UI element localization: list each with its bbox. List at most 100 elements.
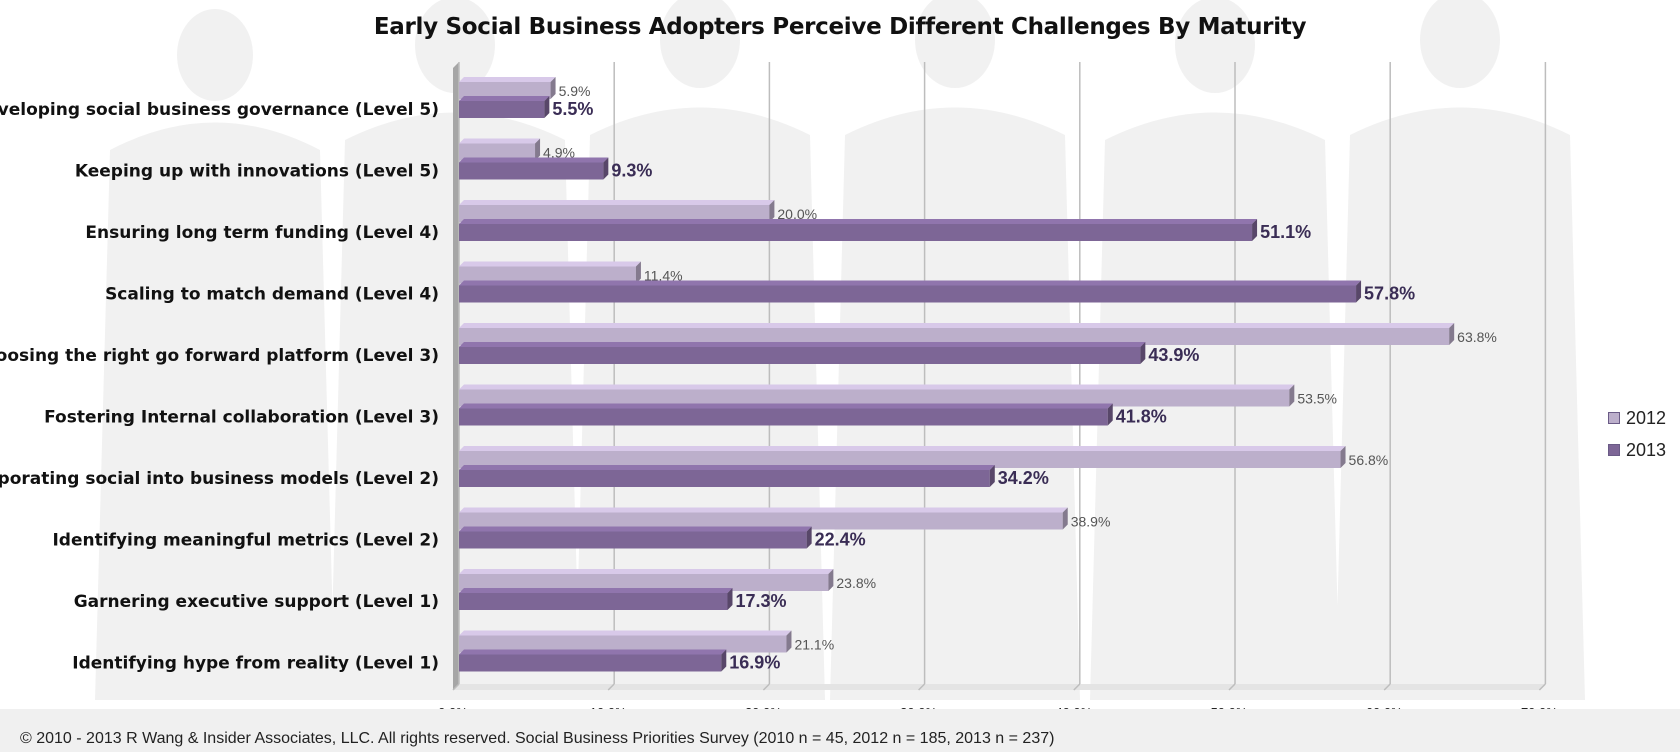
data-label-2013: 5.5% xyxy=(552,99,593,119)
bar-end-2013 xyxy=(1252,219,1258,241)
category-label: Scaling to match demand (Level 4) xyxy=(105,285,439,305)
bar-top-2012 xyxy=(459,138,541,144)
data-label-2013: 41.8% xyxy=(1116,407,1167,427)
bar-2012 xyxy=(459,143,536,161)
bar-2012 xyxy=(459,82,551,99)
bar-2013 xyxy=(459,101,545,118)
bar-top-2013 xyxy=(459,526,812,532)
bar-top-2012 xyxy=(459,507,1068,513)
bar-top-2012 xyxy=(459,77,556,82)
data-label-2013: 51.1% xyxy=(1260,222,1311,242)
bar-2013 xyxy=(459,531,807,549)
bar-end-2013 xyxy=(603,157,609,180)
category-label: Choosing the right go forward platform (… xyxy=(0,346,439,366)
bar-top-2012 xyxy=(459,323,1455,328)
bar-end-2012 xyxy=(769,200,775,222)
data-label-2012: 56.8% xyxy=(1349,452,1389,468)
bar-2013 xyxy=(459,285,1357,303)
footer-band xyxy=(0,709,1680,752)
bar-top-2012 xyxy=(459,630,792,636)
data-label-2013: 57.8% xyxy=(1364,284,1415,304)
bar-end-2012 xyxy=(1062,507,1068,530)
bar-2012 xyxy=(459,451,1341,468)
legend: 2012 2013 xyxy=(1608,402,1666,466)
bar-top-2013 xyxy=(459,280,1362,286)
data-label-2013: 43.9% xyxy=(1148,345,1199,365)
bar-top-2013 xyxy=(459,157,609,163)
bar-2012 xyxy=(459,205,770,222)
bar-end-2013 xyxy=(1356,280,1362,303)
bar-end-2012 xyxy=(786,630,792,653)
bar-end-2012 xyxy=(1449,323,1455,345)
category-label: Identifying meaningful metrics (Level 2) xyxy=(52,531,439,551)
bar-top-2012 xyxy=(459,200,775,205)
chart-title: Early Social Business Adopters Perceive … xyxy=(373,14,1307,40)
legend-item-2013: 2013 xyxy=(1608,434,1666,466)
chart-side-wall xyxy=(453,62,459,690)
bar-2013 xyxy=(459,224,1253,241)
gridline-foot xyxy=(918,683,926,691)
copyright-footer: © 2010 - 2013 R Wang & Insider Associate… xyxy=(20,730,1055,747)
bar-top-2012 xyxy=(459,569,834,574)
bar-end-2013 xyxy=(727,588,733,610)
category-label: Garnering executive support (Level 1) xyxy=(74,592,439,612)
legend-swatch-2012 xyxy=(1608,412,1620,424)
bar-2012 xyxy=(459,328,1450,345)
data-label-2012: 11.4% xyxy=(644,268,683,284)
legend-item-2012: 2012 xyxy=(1608,402,1666,434)
bar-2013 xyxy=(459,654,722,672)
data-label-2013: 34.2% xyxy=(998,468,1049,488)
data-label-2013: 17.3% xyxy=(735,591,786,611)
bar-top-2013 xyxy=(459,465,995,470)
data-label-2012: 4.9% xyxy=(543,145,575,161)
gridline-foot xyxy=(1383,683,1391,691)
gridline-foot xyxy=(1228,683,1236,691)
category-label: Incorporating social into business model… xyxy=(0,469,439,489)
gridline-foot xyxy=(452,683,460,691)
bar-2013 xyxy=(459,162,604,180)
data-label-2012: 5.9% xyxy=(559,83,591,99)
data-label-2013: 16.9% xyxy=(729,653,780,673)
legend-label-2012: 2012 xyxy=(1626,407,1667,428)
gridline-foot xyxy=(1538,683,1546,691)
gridline-foot xyxy=(762,683,770,691)
bar-end-2013 xyxy=(806,526,812,549)
bar-end-2012 xyxy=(535,138,541,161)
bar-2012 xyxy=(459,574,829,591)
bar-top-2013 xyxy=(459,403,1113,409)
bar-top-2013 xyxy=(459,96,550,101)
bar-top-2013 xyxy=(459,588,733,593)
bar-end-2012 xyxy=(1289,384,1295,407)
data-label-2013: 22.4% xyxy=(815,530,866,550)
data-label-2012: 23.8% xyxy=(836,575,876,591)
bar-end-2013 xyxy=(544,96,550,118)
gridline-foot xyxy=(1073,683,1081,691)
bar-end-2012 xyxy=(550,77,556,99)
bar-2012 xyxy=(459,389,1290,407)
category-label: Developing social business governance (L… xyxy=(0,100,439,120)
data-label-2013: 9.3% xyxy=(611,161,652,181)
legend-label-2013: 2013 xyxy=(1626,439,1667,460)
category-label: Fostering Internal collaboration (Level … xyxy=(44,408,439,428)
bar-2012 xyxy=(459,635,787,653)
bar-2013 xyxy=(459,347,1141,364)
data-label-2012: 21.1% xyxy=(794,637,834,653)
bar-end-2013 xyxy=(721,649,727,672)
bar-end-2013 xyxy=(1107,403,1113,426)
bar-top-2013 xyxy=(459,649,727,655)
data-label-2012: 63.8% xyxy=(1457,329,1497,345)
bar-top-2013 xyxy=(459,219,1258,224)
category-label: Keeping up with innovations (Level 5) xyxy=(75,162,439,182)
bar-2013 xyxy=(459,408,1108,426)
bar-top-2012 xyxy=(459,261,641,267)
chart-floor xyxy=(453,684,1546,690)
gridline-foot xyxy=(607,683,615,691)
bar-end-2012 xyxy=(635,261,641,284)
category-label: Identifying hype from reality (Level 1) xyxy=(72,654,439,674)
bar-top-2012 xyxy=(459,384,1295,390)
bar-2012 xyxy=(459,266,636,284)
category-label: Ensuring long term funding (Level 4) xyxy=(85,223,439,243)
bar-2012 xyxy=(459,512,1063,530)
data-label-2012: 53.5% xyxy=(1297,391,1337,407)
